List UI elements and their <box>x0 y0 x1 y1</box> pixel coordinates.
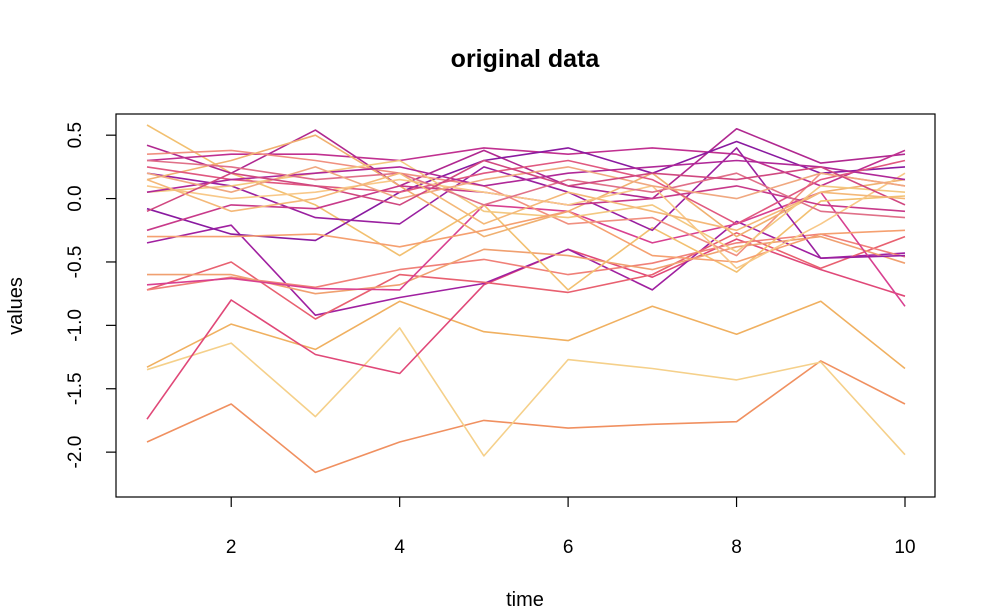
chart-title: original data <box>451 45 601 73</box>
x-tick-label: 6 <box>563 537 574 558</box>
series-line-1 <box>146 360 906 474</box>
series-line-23 <box>146 159 906 193</box>
series-layer <box>146 124 906 474</box>
x-tick-label: 8 <box>731 537 742 558</box>
y-tick-label: 0.5 <box>65 122 86 148</box>
x-tick-label: 2 <box>226 537 237 558</box>
series-line-2 <box>146 327 906 457</box>
y-tick-label: -2.0 <box>65 436 86 469</box>
series-line-13 <box>146 140 906 242</box>
series-line-12 <box>146 147 906 187</box>
y-axis: -2.0 -1.5 -1.0 -0.5 0.0 0.5 <box>65 122 116 468</box>
series-line-3 <box>146 300 906 370</box>
series-line-20 <box>147 210 906 263</box>
x-axis: 2 4 6 8 10 <box>226 497 916 558</box>
plot-frame <box>115 113 936 498</box>
series-line-25 <box>146 159 906 213</box>
series-line-21 <box>146 172 906 270</box>
series-line-7 <box>146 233 906 291</box>
y-tick-label: -1.5 <box>65 372 86 405</box>
y-tick-label: -1.0 <box>65 309 86 342</box>
x-axis-label: time <box>506 589 544 611</box>
y-axis-label: values <box>5 277 27 335</box>
series-line-16 <box>146 134 906 238</box>
series-line-11 <box>146 128 906 200</box>
x-tick-label: 4 <box>394 537 405 558</box>
series-line-22 <box>146 159 906 219</box>
series-line-17 <box>146 159 906 225</box>
y-tick-label: -0.5 <box>65 246 86 279</box>
series-line-10 <box>146 124 906 291</box>
series-line-26 <box>146 172 906 232</box>
x-tick-label: 10 <box>894 537 915 558</box>
y-tick-label: 0.0 <box>65 185 86 211</box>
series-line-6 <box>146 232 906 320</box>
